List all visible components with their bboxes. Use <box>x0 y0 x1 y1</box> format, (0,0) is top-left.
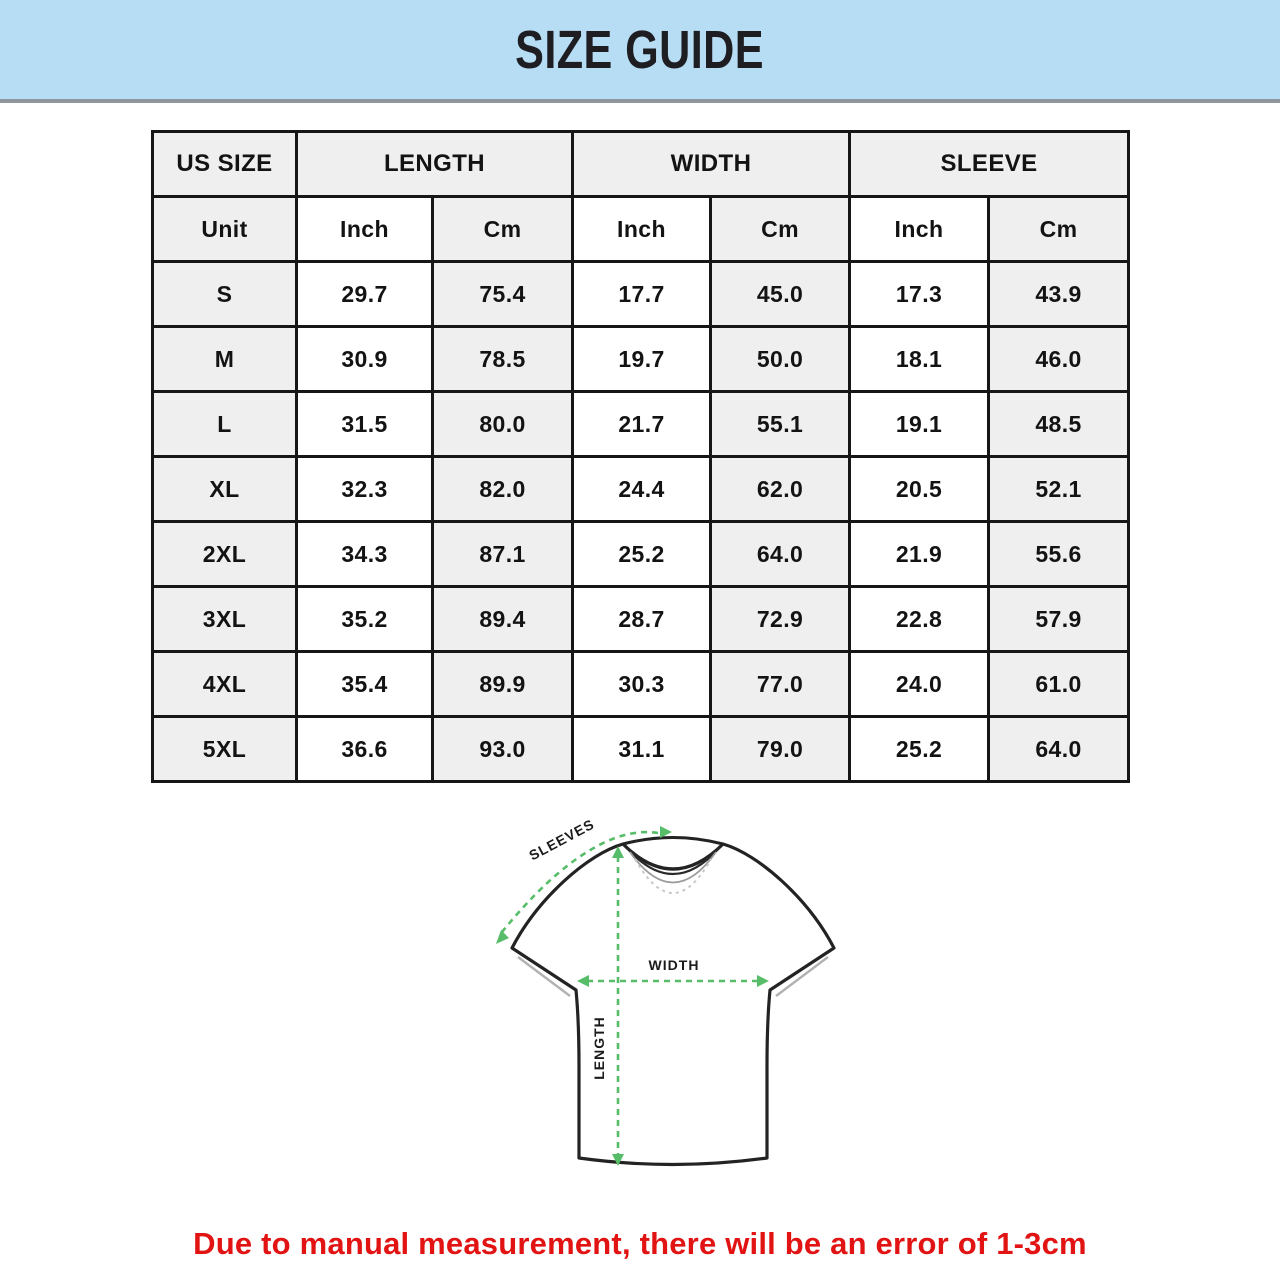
measurement-cell: 57.9 <box>987 585 1130 653</box>
measurement-cell: 62.0 <box>709 455 851 523</box>
measurement-cell: 25.2 <box>571 520 712 588</box>
measurement-cell: 17.7 <box>571 260 712 328</box>
width-arrow <box>577 975 769 987</box>
measurement-cell: 17.3 <box>848 260 990 328</box>
measurement-cell: 64.0 <box>987 715 1130 783</box>
size-cell: 2XL <box>151 520 298 588</box>
column-header-us-size: US SIZE <box>151 130 298 198</box>
left-cuff-seam <box>517 956 571 997</box>
measurement-cell: 28.7 <box>571 585 712 653</box>
collar-back-line <box>622 836 724 846</box>
length-label: LENGTH <box>591 1016 607 1080</box>
measurement-cell: 20.5 <box>848 455 990 523</box>
tshirt-outline <box>510 842 836 1167</box>
measurement-cell: 24.0 <box>848 650 990 718</box>
size-guide-banner: SIZE GUIDE <box>0 0 1280 103</box>
measurement-disclaimer: Due to manual measurement, there will be… <box>193 1226 1087 1261</box>
measurement-cell: 79.0 <box>709 715 851 783</box>
measurement-cell: 30.9 <box>295 325 434 393</box>
measurement-cell: 19.1 <box>848 390 990 458</box>
measurement-cell: 43.9 <box>987 260 1130 328</box>
width-label: WIDTH <box>649 957 700 973</box>
size-cell: L <box>151 390 298 458</box>
measurement-cell: 52.1 <box>987 455 1130 523</box>
column-header-sleeve: SLEEVE <box>848 130 1130 198</box>
measurement-cell: 89.9 <box>431 650 574 718</box>
table-row: 5XL 36.6 93.0 31.1 79.0 25.2 64.0 <box>151 715 1130 783</box>
collar-stitch-line <box>634 858 712 894</box>
size-table: US SIZE LENGTH WIDTH SLEEVE Unit Inch Cm… <box>151 130 1130 783</box>
measurement-cell: 18.1 <box>848 325 990 393</box>
measurement-cell: 35.2 <box>295 585 434 653</box>
length-arrow <box>612 846 624 1166</box>
table-row: 2XL 34.3 87.1 25.2 64.0 21.9 55.6 <box>151 520 1130 588</box>
column-header-width: WIDTH <box>571 130 851 198</box>
table-row: 4XL 35.4 89.9 30.3 77.0 24.0 61.0 <box>151 650 1130 718</box>
measurement-cell: 36.6 <box>295 715 434 783</box>
column-header-length: LENGTH <box>295 130 574 198</box>
table-row: XL 32.3 82.0 24.4 62.0 20.5 52.1 <box>151 455 1130 523</box>
unit-cell: Inch <box>571 195 712 263</box>
table-header-row: US SIZE LENGTH WIDTH SLEEVE <box>151 130 1130 198</box>
measurement-cell: 48.5 <box>987 390 1130 458</box>
sleeves-arrow <box>496 826 672 944</box>
measurement-cell: 50.0 <box>709 325 851 393</box>
measurement-cell: 24.4 <box>571 455 712 523</box>
measurement-cell: 30.3 <box>571 650 712 718</box>
measurement-cell: 34.3 <box>295 520 434 588</box>
size-cell: S <box>151 260 298 328</box>
measurement-cell: 75.4 <box>431 260 574 328</box>
measurement-cell: 21.7 <box>571 390 712 458</box>
collar-inner-line <box>626 847 720 876</box>
size-cell: 5XL <box>151 715 298 783</box>
measurement-cell: 35.4 <box>295 650 434 718</box>
measurement-cell: 80.0 <box>431 390 574 458</box>
unit-label-cell: Unit <box>151 195 298 263</box>
measurement-cell: 55.6 <box>987 520 1130 588</box>
measurement-cell: 89.4 <box>431 585 574 653</box>
sleeves-label: SLEEVES <box>526 816 597 864</box>
table-row: S 29.7 75.4 17.7 45.0 17.3 43.9 <box>151 260 1130 328</box>
measurement-cell: 31.1 <box>571 715 712 783</box>
measurement-cell: 72.9 <box>709 585 851 653</box>
measurement-cell: 64.0 <box>709 520 851 588</box>
unit-row: Unit Inch Cm Inch Cm Inch Cm <box>151 195 1130 263</box>
right-cuff-seam <box>775 956 829 997</box>
measurement-cell: 61.0 <box>987 650 1130 718</box>
measurement-cell: 93.0 <box>431 715 574 783</box>
measurement-cell: 82.0 <box>431 455 574 523</box>
unit-cell: Inch <box>848 195 990 263</box>
measurement-cell: 45.0 <box>709 260 851 328</box>
measurement-cell: 55.1 <box>709 390 851 458</box>
measurement-cell: 19.7 <box>571 325 712 393</box>
page-title: SIZE GUIDE <box>515 19 765 80</box>
measurement-cell: 77.0 <box>709 650 851 718</box>
unit-cell: Inch <box>295 195 434 263</box>
collar-seam-line <box>629 851 717 884</box>
size-cell: XL <box>151 455 298 523</box>
tshirt-diagram: SLEEVES WIDTH LENGTH <box>458 806 888 1236</box>
measurement-cell: 25.2 <box>848 715 990 783</box>
measurement-cell: 87.1 <box>431 520 574 588</box>
table-row: L 31.5 80.0 21.7 55.1 19.1 48.5 <box>151 390 1130 458</box>
unit-cell: Cm <box>987 195 1130 263</box>
table-row: M 30.9 78.5 19.7 50.0 18.1 46.0 <box>151 325 1130 393</box>
size-cell: 4XL <box>151 650 298 718</box>
size-cell: 3XL <box>151 585 298 653</box>
measurement-cell: 32.3 <box>295 455 434 523</box>
measurement-cell: 31.5 <box>295 390 434 458</box>
measurement-cell: 78.5 <box>431 325 574 393</box>
measurement-cell: 22.8 <box>848 585 990 653</box>
measurement-cell: 29.7 <box>295 260 434 328</box>
measurement-cell: 46.0 <box>987 325 1130 393</box>
unit-cell: Cm <box>709 195 851 263</box>
measurement-cell: 21.9 <box>848 520 990 588</box>
unit-cell: Cm <box>431 195 574 263</box>
size-cell: M <box>151 325 298 393</box>
table-row: 3XL 35.2 89.4 28.7 72.9 22.8 57.9 <box>151 585 1130 653</box>
